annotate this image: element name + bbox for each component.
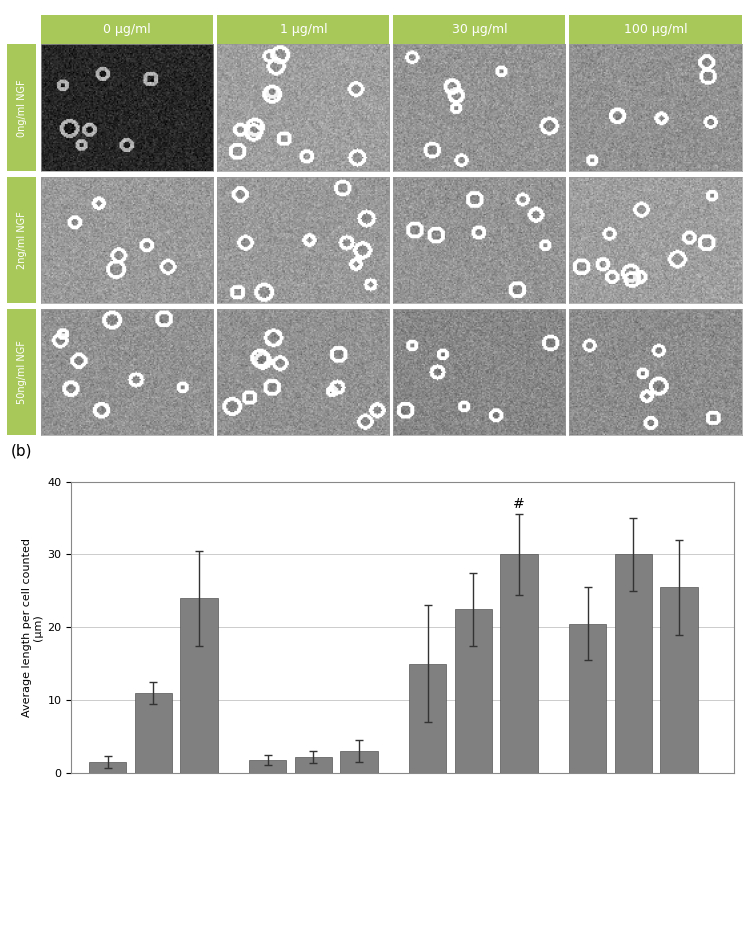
Text: 100 μg/ml: 100 μg/ml <box>624 23 687 36</box>
Bar <box>569 624 607 773</box>
Bar <box>455 609 492 773</box>
Text: 0 μg/ml: 0 μg/ml <box>103 23 151 36</box>
Text: 1 μg/ml: 1 μg/ml <box>279 23 327 36</box>
Bar <box>340 751 378 773</box>
Text: 2ng/ml NGF: 2ng/ml NGF <box>16 211 27 269</box>
Text: 0ng/ml NGF: 0ng/ml NGF <box>16 79 27 136</box>
Bar <box>181 598 218 773</box>
Bar <box>661 587 698 773</box>
Bar <box>500 555 538 773</box>
Text: 50ng/ml NGF: 50ng/ml NGF <box>16 340 27 404</box>
Y-axis label: Average length per cell counted
(μm): Average length per cell counted (μm) <box>22 538 43 717</box>
Text: 30 μg/ml: 30 μg/ml <box>452 23 507 36</box>
Bar <box>135 693 172 773</box>
Text: (b): (b) <box>11 444 33 458</box>
Bar <box>249 760 286 773</box>
Bar <box>615 555 652 773</box>
Bar <box>89 762 127 773</box>
Bar <box>409 664 446 773</box>
Text: #: # <box>513 496 525 511</box>
Bar <box>294 757 333 773</box>
